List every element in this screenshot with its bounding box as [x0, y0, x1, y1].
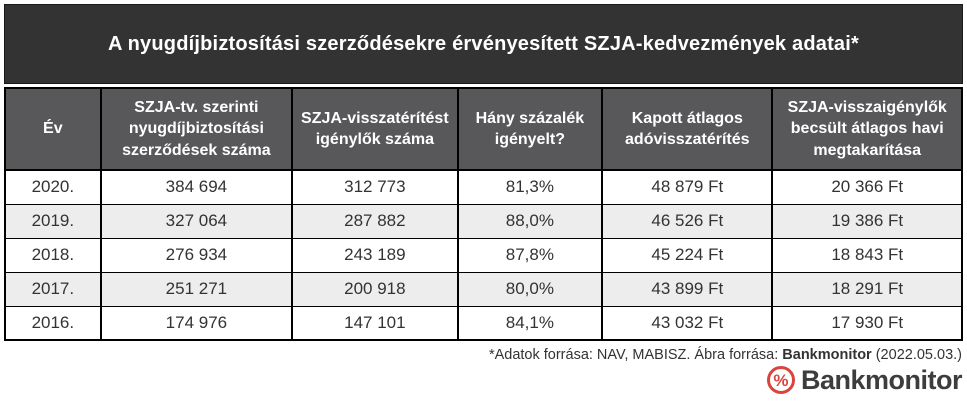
source-text-suffix: (2022.05.03.) [871, 347, 962, 363]
table-cell: 19 386 Ft [771, 203, 963, 239]
table-cell: 80,0% [456, 271, 604, 307]
table-row: 2016. 174 976 147 101 84,1% 43 032 Ft 17… [4, 305, 963, 341]
percent-icon: % [766, 366, 795, 394]
table-cell: 48 879 Ft [601, 169, 774, 205]
brand-logo: % Bankmonitor [4, 366, 963, 394]
table-cell: 174 976 [99, 305, 294, 341]
table-cell: 243 189 [291, 237, 459, 273]
table-cell: 276 934 [99, 237, 294, 273]
header-cell-avg-savings: SZJA-visszaigénylők becsült átlagos havi… [771, 87, 963, 171]
table-cell: 88,0% [456, 203, 604, 239]
title-bar: A nyugdíjbiztosítási szerződésekre érvén… [4, 4, 963, 84]
data-table: Év SZJA-tv. szerinti nyugdíjbiztosítási … [4, 87, 963, 341]
table-cell: 43 899 Ft [601, 271, 774, 307]
table-row: 2017. 251 271 200 918 80,0% 43 899 Ft 18… [4, 271, 963, 307]
table-cell: 87,8% [456, 237, 604, 273]
source-brand: Bankmonitor [782, 347, 872, 363]
table-cell: 312 773 [291, 169, 459, 205]
table-cell: 2016. [4, 305, 102, 341]
table-cell: 18 843 Ft [771, 237, 963, 273]
page-title: A nyugdíjbiztosítási szerződésekre érvén… [107, 32, 859, 55]
table-cell: 81,3% [456, 169, 604, 205]
header-cell-avg-refund: Kapott átlagos adóvisszatérítés [601, 87, 774, 171]
table-cell: 17 930 Ft [771, 305, 963, 341]
header-cell-year: Év [4, 87, 102, 171]
table-cell: 2020. [4, 169, 102, 205]
footnote: *Adatok forrása: NAV, MABISZ. Ábra forrá… [4, 347, 963, 363]
table-row: 2019. 327 064 287 882 88,0% 46 526 Ft 19… [4, 203, 963, 239]
table-cell: 287 882 [291, 203, 459, 239]
table-cell: 251 271 [99, 271, 294, 307]
table-row: 2020. 384 694 312 773 81,3% 48 879 Ft 20… [4, 169, 963, 205]
table-cell: 384 694 [99, 169, 294, 205]
source-text-prefix: *Adatok forrása: NAV, MABISZ. Ábra forrá… [488, 347, 783, 363]
table-cell: 18 291 Ft [771, 271, 963, 307]
table-cell: 147 101 [291, 305, 459, 341]
table-cell: 2017. [4, 271, 102, 307]
table-cell: 2018. [4, 237, 102, 273]
header-cell-percent: Hány százalék igényelt? [456, 87, 604, 171]
table-cell: 46 526 Ft [601, 203, 774, 239]
table-cell: 327 064 [99, 203, 294, 239]
table-cell: 43 032 Ft [601, 305, 774, 341]
table-cell: 20 366 Ft [771, 169, 963, 205]
table-cell: 84,1% [456, 305, 604, 341]
logo-text: Bankmonitor [800, 364, 963, 395]
header-cell-contracts: SZJA-tv. szerinti nyugdíjbiztosítási sze… [99, 87, 294, 171]
table-cell: 200 918 [291, 271, 459, 307]
table-cell: 2019. [4, 203, 102, 239]
header-cell-claimants: SZJA-visszatérítést igénylők száma [291, 87, 459, 171]
table-row: 2018. 276 934 243 189 87,8% 45 224 Ft 18… [4, 237, 963, 273]
header-row: Év SZJA-tv. szerinti nyugdíjbiztosítási … [4, 87, 963, 171]
table-cell: 45 224 Ft [601, 237, 774, 273]
